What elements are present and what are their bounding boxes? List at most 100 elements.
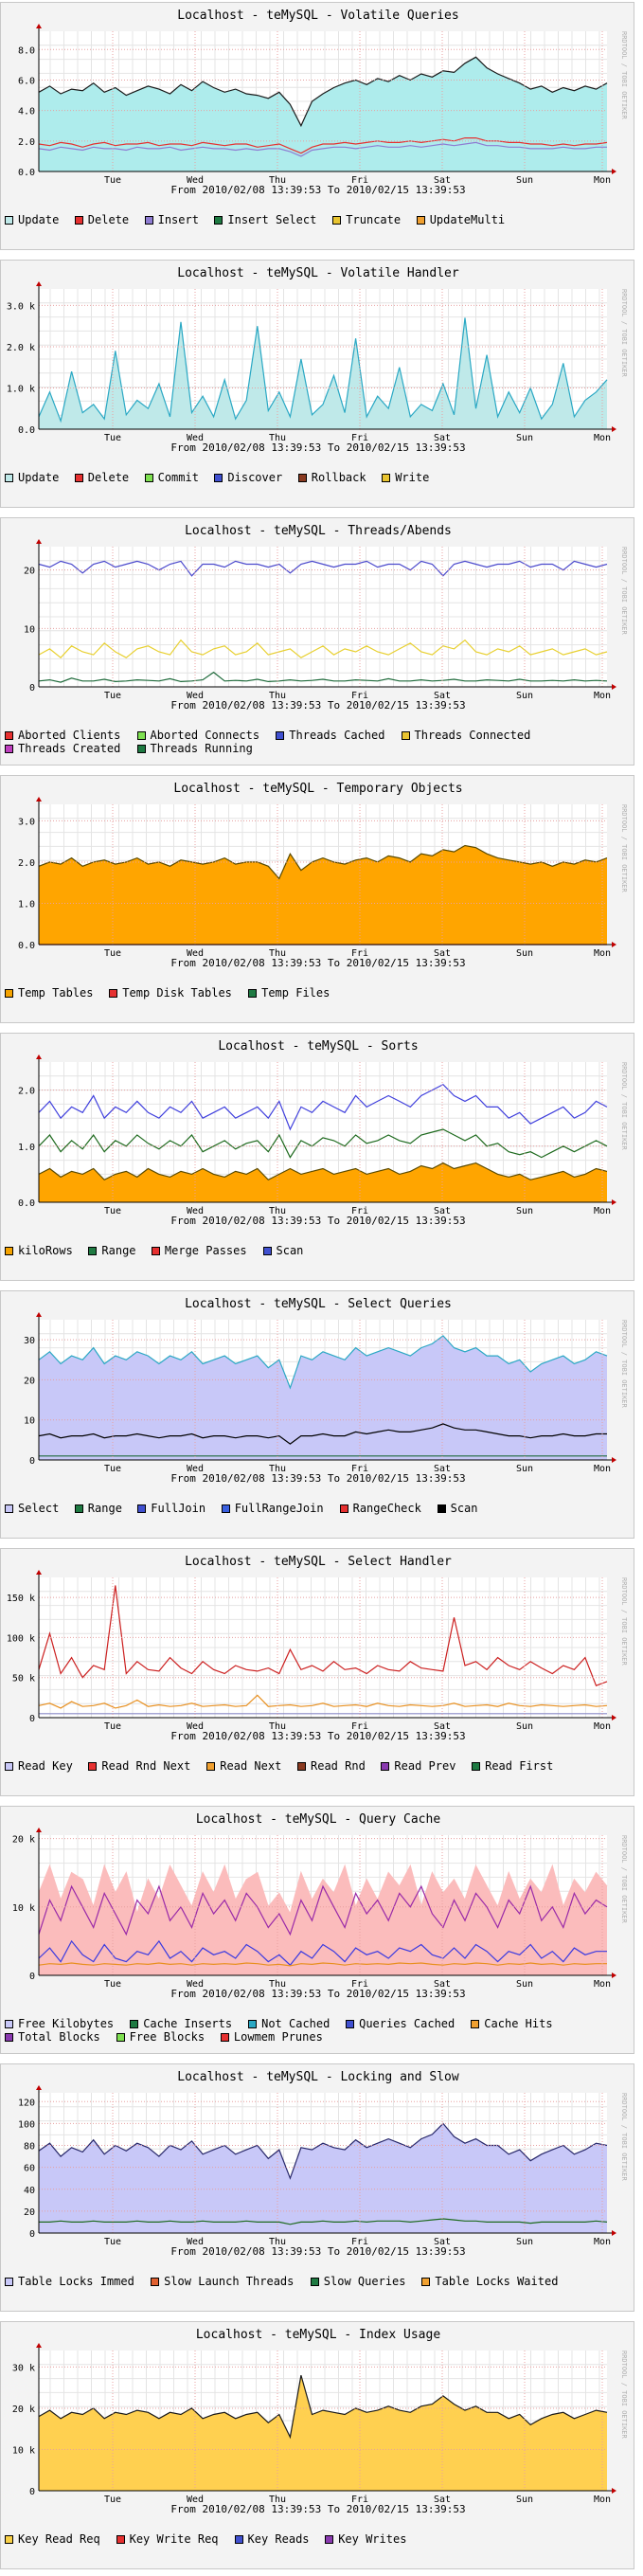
x-tick-label: Tue <box>104 1464 121 1474</box>
legend-label: Key Read Req <box>18 2532 100 2546</box>
legend-label: Delete <box>87 213 130 226</box>
legend-label: Write <box>395 471 430 484</box>
series-line-update <box>38 56 608 128</box>
legend-label: Read First <box>485 1759 554 1773</box>
series-area-update <box>39 317 607 429</box>
y-tick-label: 20 <box>24 2207 35 2218</box>
legend-item-table-locks-waited: Table Locks Waited <box>421 2275 558 2288</box>
legend-label: Read Rnd Next <box>101 1759 191 1773</box>
legend-item-cache-inserts: Cache Inserts <box>130 2017 232 2030</box>
x-tick-label: Wed <box>187 2237 204 2247</box>
legend-item-kilorows: kiloRows <box>5 1244 73 1257</box>
chart-panel-locking-and-slow: Localhost - teMySQL - Locking and Slow RR… <box>0 2063 634 2312</box>
x-tick-label: Fri <box>351 2495 368 2505</box>
series-line-insert <box>38 141 607 157</box>
chart-title: Localhost - teMySQL - Index Usage <box>196 2328 440 2342</box>
legend-item-threads-running: Threads Running <box>136 742 253 755</box>
x-tick-label: Fri <box>351 1206 368 1216</box>
legend-item-table-locks-immed: Table Locks Immed <box>5 2275 134 2288</box>
legend-item-queries-cached: Queries Cached <box>346 2017 455 2030</box>
series-area-free-kilobytes <box>39 1865 607 1975</box>
legend-label: Read Prev <box>394 1759 456 1773</box>
series-line-range <box>38 1128 608 1159</box>
legend-item-merge-passes: Merge Passes <box>151 1244 247 1257</box>
y-tick-label: 0.0 <box>18 425 35 436</box>
series-area-key-read-req <box>39 2375 607 2491</box>
legend-item-temp-files: Temp Files <box>248 986 330 1000</box>
x-tick-label: Fri <box>351 691 368 701</box>
legend-label: Cache Inserts <box>143 2017 233 2030</box>
y-tick-label: 80 <box>24 2142 35 2153</box>
y-tick-label: 2.0 <box>18 1087 35 1097</box>
chart-subtitle: From 2010/02/08 13:39:53 To 2010/02/15 1… <box>170 1988 465 2000</box>
legend-item-update: Update <box>5 213 59 226</box>
watermark: RRDTOOL / TOBI OETIKER <box>620 547 628 636</box>
legend-label: Read Next <box>220 1759 282 1773</box>
legend-label: FullJoin <box>151 1502 206 1515</box>
x-tick-label: Wed <box>187 1721 204 1732</box>
legend-item-fullrangejoin: FullRangeJoin <box>221 1502 324 1515</box>
legend-label: Threads Connected <box>414 729 531 742</box>
x-tick-label: Thu <box>269 2237 286 2247</box>
legend-swatch <box>206 1762 216 1771</box>
legend-swatch <box>332 216 342 225</box>
y-tick-label: 10 k <box>12 2445 35 2456</box>
y-tick-label: 100 <box>18 2119 35 2130</box>
legend-item-rangecheck: RangeCheck <box>339 1502 421 1515</box>
legend-label: Not Cached <box>261 2017 330 2030</box>
x-tick-label: Sat <box>434 691 451 701</box>
legend-item-truncate: Truncate <box>332 213 401 226</box>
series-line-threads-connected <box>38 639 608 659</box>
y-tick-label: 1.0 <box>18 1143 35 1153</box>
y-tick-label: 2.0 k <box>7 343 35 353</box>
x-tick-label: Mon <box>594 948 611 959</box>
series-line-update <box>38 317 608 423</box>
legend-swatch <box>151 2278 160 2286</box>
chart-svg: Localhost - teMySQL - Select Handler RRDT… <box>7 1555 628 1742</box>
legend-label: Discover <box>227 471 283 484</box>
x-tick-label: Sun <box>516 1464 533 1474</box>
legend-swatch <box>88 1762 98 1771</box>
x-axis-arrow <box>612 942 616 947</box>
watermark: RRDTOOL / TOBI OETIKER <box>620 1835 628 1924</box>
chart-panel-select-queries: Localhost - teMySQL - Select Queries RRDT… <box>0 1290 634 1539</box>
watermark: RRDTOOL / TOBI OETIKER <box>620 289 628 378</box>
x-axis-arrow <box>612 684 616 690</box>
y-axis-arrow <box>36 797 42 802</box>
x-tick-label: Wed <box>187 1206 204 1216</box>
legend-swatch <box>248 989 258 998</box>
legend-swatch <box>234 2535 243 2544</box>
legend-item-threads-cached: Threads Cached <box>276 729 384 742</box>
x-tick-label: Mon <box>594 1206 611 1216</box>
y-tick-label: 8.0 <box>18 45 35 56</box>
x-tick-label: Tue <box>104 691 121 701</box>
chart-subtitle: From 2010/02/08 13:39:53 To 2010/02/15 1… <box>170 441 465 454</box>
legend-label: Lowmem Prunes <box>233 2030 323 2044</box>
legend-item-read-first: Read First <box>472 1759 553 1773</box>
legend-label: kiloRows <box>18 1244 73 1257</box>
x-tick-label: Sat <box>434 2495 451 2505</box>
x-tick-label: Tue <box>104 2495 121 2505</box>
chart-title: Localhost - teMySQL - Volatile Handler <box>177 266 459 280</box>
legend-item-key-writes: Key Writes <box>325 2532 406 2546</box>
x-tick-label: Tue <box>104 2237 121 2247</box>
x-axis-arrow <box>612 2230 616 2236</box>
y-tick-label: 3.0 <box>18 817 35 827</box>
legend-swatch <box>297 474 307 482</box>
y-tick-label: 1.0 k <box>7 384 35 394</box>
series-line-read-rnd-next <box>38 1585 608 1686</box>
legend-swatch <box>144 474 153 482</box>
x-tick-label: Tue <box>104 433 121 443</box>
legend-item-discover: Discover <box>214 471 282 484</box>
legend-label: Aborted Connects <box>150 729 260 742</box>
series-area-kilorows <box>39 1162 607 1202</box>
x-tick-label: Mon <box>594 2237 611 2247</box>
legend-swatch <box>325 2535 334 2544</box>
x-tick-label: Thu <box>269 1206 286 1216</box>
chart-svg: Localhost - teMySQL - Volatile Handler RR… <box>7 266 628 454</box>
legend-swatch <box>151 1247 160 1255</box>
y-axis-arrow <box>36 24 42 28</box>
x-tick-label: Wed <box>187 433 204 443</box>
chart-subtitle: From 2010/02/08 13:39:53 To 2010/02/15 1… <box>170 699 465 712</box>
chart-subtitle: From 2010/02/08 13:39:53 To 2010/02/15 1… <box>170 957 465 969</box>
